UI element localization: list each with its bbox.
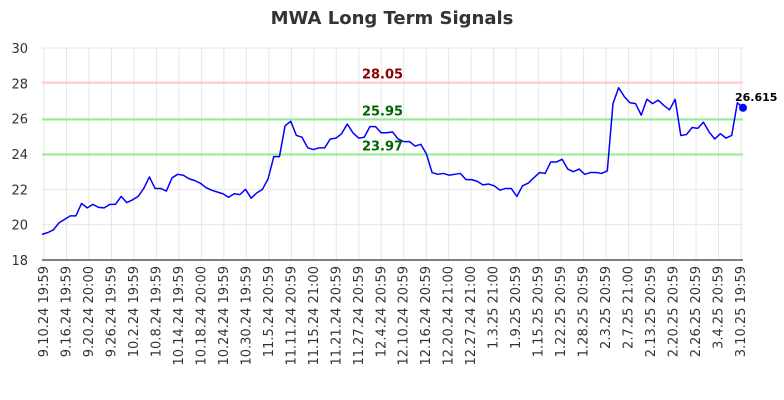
y-tick-label: 28 [11,77,28,92]
x-tick-label: 1.22.25 20:59 [554,266,569,357]
x-tick-label: 12.27.24 21:00 [464,266,479,366]
last-value-label: 26.615 [735,91,777,104]
series-line [41,87,744,236]
x-tick-label: 3.4.25 20:59 [712,266,727,349]
x-tick-label: 12.20.24 21:00 [442,266,457,366]
last-point-marker [739,103,747,112]
y-tick-label: 30 [11,42,28,57]
reference-line-label: 28.05 [362,67,403,82]
x-tick-label: 1.28.25 20:59 [577,266,592,357]
x-tick-label: 9.10.24 19:59 [37,266,52,357]
x-tick-label: 1.9.25 20:59 [509,266,524,349]
x-tick-label: 1.15.25 20:59 [532,266,547,357]
x-tick-label: 10.2.24 19:59 [127,266,142,357]
x-tick-label: 12.10.24 20:59 [397,266,412,366]
x-tick-label: 2.20.25 20:59 [667,266,682,357]
x-tick-label: 1.3.25 21:00 [487,266,502,349]
x-tick-label: 2.13.25 20:59 [644,266,659,357]
y-tick-label: 26 [11,113,28,128]
x-tick-label: 9.16.24 19:59 [59,266,74,357]
x-tick-label: 11.5.24 20:59 [262,266,277,357]
x-tick-label: 10.30.24 19:59 [239,266,254,366]
x-tick-label: 9.26.24 19:59 [104,266,119,357]
x-tick-label: 12.4.24 20:59 [374,266,389,357]
x-tick-label: 11.21.24 20:59 [329,266,344,366]
x-tick-label: 11.15.24 21:00 [307,266,322,366]
y-tick-label: 22 [11,183,28,198]
x-tick-label: 10.14.24 19:59 [172,266,187,366]
x-tick-label: 10.8.24 19:59 [149,266,164,357]
x-tick-label: 3.10.25 19:59 [734,266,749,357]
x-tick-label: 2.7.25 21:00 [622,266,637,349]
y-tick-label: 18 [11,254,28,269]
x-tick-label: 12.16.24 20:59 [419,266,434,366]
y-tick-label: 20 [11,219,28,234]
reference-line-label: 23.97 [362,140,403,155]
x-tick-label: 10.18.24 20:00 [194,266,209,366]
x-tick-label: 9.20.24 20:00 [82,266,97,357]
y-tick-label: 24 [11,148,28,163]
reference-line-label: 25.95 [362,105,403,120]
x-tick-label: 11.11.24 20:59 [284,266,299,366]
chart-title: MWA Long Term Signals [270,8,514,29]
x-tick-label: 2.26.25 20:59 [689,266,704,357]
x-tick-label: 11.27.24 20:59 [352,266,367,366]
x-tick-label: 10.24.24 19:59 [217,266,232,366]
x-tick-label: 2.3.25 20:59 [599,266,614,349]
